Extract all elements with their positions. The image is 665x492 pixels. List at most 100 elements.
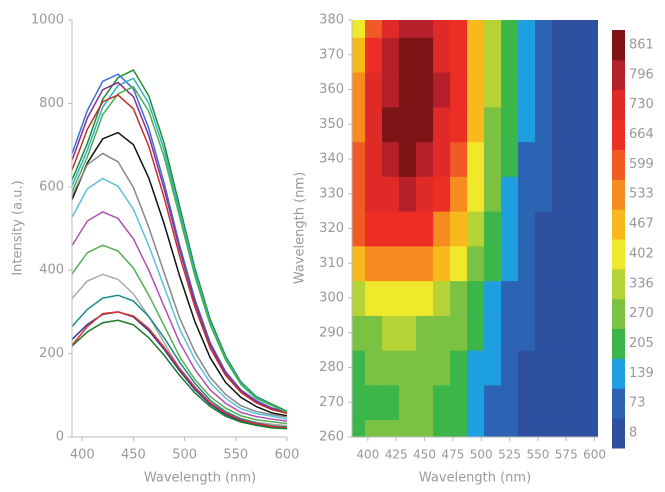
heat-cell bbox=[569, 176, 587, 212]
heat-cell bbox=[382, 315, 400, 351]
heat-cell bbox=[484, 211, 502, 247]
heat-cell bbox=[382, 176, 400, 212]
spectrum-line bbox=[71, 319, 288, 430]
heat-cell bbox=[501, 141, 519, 177]
heat-cell bbox=[450, 20, 468, 38]
colorbar-label: 139 bbox=[629, 366, 654, 381]
heat-cell bbox=[501, 384, 519, 421]
heat-cell bbox=[352, 176, 366, 212]
heat-cell bbox=[382, 37, 400, 73]
y-axis-label: Intensity (a.u.) bbox=[11, 180, 26, 275]
heat-cell bbox=[352, 419, 366, 437]
x-tick-label: 500 bbox=[172, 448, 197, 463]
heat-cell bbox=[450, 211, 468, 247]
heat-cell bbox=[586, 106, 598, 143]
heat-cell bbox=[365, 37, 383, 73]
colorbar-band bbox=[612, 30, 625, 61]
heat-cell bbox=[467, 211, 485, 247]
x-axis-label: Wavelength (nm) bbox=[419, 471, 531, 486]
heat-cell bbox=[399, 176, 417, 212]
x-tick-label: 400 bbox=[70, 448, 95, 463]
heat-cell bbox=[352, 211, 366, 247]
colorbar-label: 270 bbox=[629, 306, 654, 321]
heat-cell bbox=[518, 106, 536, 143]
spectrum-line bbox=[71, 177, 288, 420]
heat-cell bbox=[484, 72, 502, 108]
heat-cell bbox=[399, 280, 417, 316]
heat-cell bbox=[569, 245, 587, 282]
spectrum-line bbox=[71, 294, 288, 428]
heat-cell bbox=[365, 315, 383, 351]
heat-cell bbox=[518, 419, 536, 437]
heat-cell bbox=[501, 315, 519, 351]
heat-cell bbox=[552, 106, 570, 143]
heat-cell bbox=[382, 20, 400, 38]
spectrum-line bbox=[71, 244, 288, 425]
heat-cell bbox=[352, 280, 366, 316]
heat-cell bbox=[535, 384, 553, 421]
heat-cell bbox=[569, 384, 587, 421]
heat-cell bbox=[552, 141, 570, 177]
colorbar-band bbox=[612, 179, 625, 210]
spectrum-line bbox=[71, 311, 288, 429]
heat-cell bbox=[552, 176, 570, 212]
heat-cell bbox=[467, 37, 485, 73]
heat-cell bbox=[501, 419, 519, 437]
heat-cell bbox=[501, 106, 519, 143]
y-tick-label: 320 bbox=[319, 221, 344, 236]
x-tick-label: 425 bbox=[385, 448, 408, 462]
y-tick-label: 370 bbox=[319, 47, 344, 62]
heat-cell bbox=[399, 315, 417, 351]
heat-cell bbox=[535, 245, 553, 282]
heat-cell bbox=[433, 72, 451, 108]
heat-cell bbox=[450, 350, 468, 386]
heat-cell bbox=[535, 106, 553, 143]
heat-cell bbox=[399, 211, 417, 247]
heat-cell bbox=[484, 350, 502, 386]
heat-cell bbox=[518, 176, 536, 212]
x-tick-label: 550 bbox=[526, 448, 549, 462]
colorbar-label: 336 bbox=[629, 276, 654, 291]
heat-cell bbox=[352, 20, 366, 38]
heat-cell bbox=[416, 245, 434, 282]
heat-cell bbox=[586, 20, 598, 38]
heat-cell bbox=[586, 141, 598, 177]
heat-cell bbox=[365, 384, 383, 421]
y-tick-label: 360 bbox=[319, 82, 344, 97]
heat-cell bbox=[501, 350, 519, 386]
heat-cell bbox=[382, 141, 400, 177]
heat-cell bbox=[416, 419, 434, 437]
heat-cell bbox=[518, 37, 536, 73]
heat-cell bbox=[416, 141, 434, 177]
heat-cell bbox=[399, 141, 417, 177]
heat-cell bbox=[399, 106, 417, 143]
heat-cell bbox=[467, 419, 485, 437]
heat-cell bbox=[569, 419, 587, 437]
x-tick-label: 575 bbox=[555, 448, 578, 462]
heat-cell bbox=[416, 20, 434, 38]
heat-cell bbox=[450, 315, 468, 351]
heatmap-area bbox=[352, 20, 598, 437]
heat-cell bbox=[450, 280, 468, 316]
heat-cell bbox=[586, 350, 598, 386]
x-tick-label: 600 bbox=[583, 448, 606, 462]
heat-cell bbox=[552, 384, 570, 421]
heat-cell bbox=[484, 280, 502, 316]
heat-cell bbox=[586, 245, 598, 282]
heat-cell bbox=[484, 106, 502, 143]
heat-cell bbox=[450, 384, 468, 421]
heat-cell bbox=[535, 211, 553, 247]
heat-cell bbox=[484, 245, 502, 282]
colorbar-label: 730 bbox=[629, 97, 654, 112]
heat-cell bbox=[416, 72, 434, 108]
x-tick-label: 475 bbox=[441, 448, 464, 462]
heat-cell bbox=[365, 106, 383, 143]
heat-cell bbox=[552, 315, 570, 351]
heat-cell bbox=[433, 350, 451, 386]
heat-cell bbox=[569, 106, 587, 143]
heat-cell bbox=[416, 350, 434, 386]
heat-cell bbox=[382, 211, 400, 247]
y-tick-label: 0 bbox=[56, 430, 64, 445]
heat-cell bbox=[535, 350, 553, 386]
